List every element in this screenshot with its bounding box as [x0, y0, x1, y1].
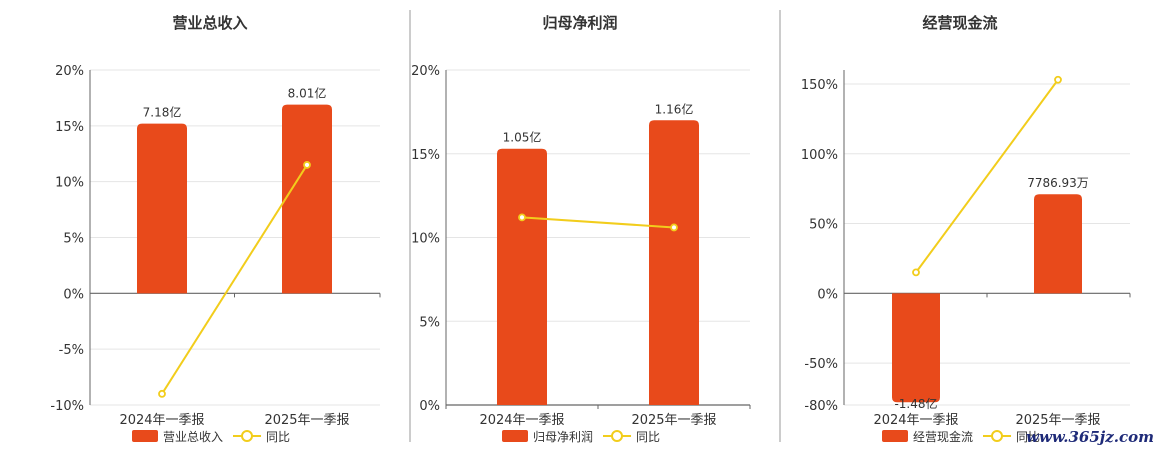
x-category-label: 2025年一季报 — [1015, 413, 1100, 428]
y-tick-label: -80% — [804, 399, 838, 414]
bar-data-label: 7.18亿 — [143, 105, 182, 120]
bar-data-label: 1.05亿 — [503, 130, 542, 145]
line-point — [912, 268, 920, 277]
legend-bar-label: 营业总收入 — [163, 430, 223, 444]
legend-line-marker — [611, 430, 623, 442]
line-同比 — [161, 164, 308, 395]
legend-line-label: 同比 — [636, 430, 660, 444]
y-tick-label: 0% — [63, 287, 84, 302]
y-tick-label: 5% — [419, 315, 440, 330]
legend-bar-label: 归母净利润 — [533, 430, 593, 444]
y-tick-label: 50% — [809, 218, 838, 233]
bar-data-label: -1.48亿 — [894, 396, 937, 411]
chart-title: 归母净利润 — [542, 14, 617, 32]
chart-title: 经营现金流 — [922, 14, 997, 32]
bar-归母净利润 — [497, 148, 547, 405]
y-tick-label: 0% — [419, 399, 440, 414]
legend-line-label: 同比 — [266, 430, 290, 444]
line-point — [158, 389, 166, 398]
bar-经营现金流 — [1034, 194, 1082, 294]
line-point — [1054, 75, 1062, 84]
line-同比 — [915, 79, 1059, 273]
bar-营业总收入 — [137, 123, 187, 294]
legend-bar-swatch — [132, 430, 158, 442]
x-category-label: 2024年一季报 — [119, 413, 204, 428]
bar-data-label: 1.16亿 — [655, 101, 694, 116]
legend-bar-swatch — [882, 430, 908, 442]
chart-panel-2: 归母净利润 20% 15% 10% 5% 0% 1.05亿 1.16亿 2024年一季报 2025… — [409, 10, 751, 444]
y-tick-label: -10% — [50, 399, 84, 414]
line-同比 — [521, 216, 675, 229]
y-tick-label: -5% — [59, 343, 84, 358]
bar-归母净利润 — [649, 120, 699, 405]
legend-bar-swatch — [502, 430, 528, 442]
line-point — [518, 213, 526, 222]
bar-经营现金流 — [892, 293, 940, 403]
y-tick-label: 100% — [801, 148, 838, 163]
chart-panel-3: 经营现金流 150% 100% 50% 0% -50% -80% -1.48亿 7786.93万… — [779, 10, 1131, 444]
x-category-label: 2025年一季报 — [264, 413, 349, 428]
y-tick-label: 150% — [801, 78, 838, 93]
y-tick-label: 10% — [411, 232, 440, 247]
watermark: www.365jz.com — [1026, 428, 1154, 446]
bar-data-label: 8.01亿 — [288, 86, 327, 101]
bar-data-label: 7786.93万 — [1027, 176, 1089, 190]
y-tick-label: 5% — [63, 232, 84, 247]
y-tick-label: 0% — [817, 287, 838, 302]
y-tick-label: 15% — [55, 120, 84, 135]
y-tick-label: 20% — [411, 64, 440, 79]
y-tick-label: 20% — [55, 64, 84, 79]
line-point — [670, 223, 678, 232]
y-tick-label: 10% — [55, 176, 84, 191]
legend-line-marker — [241, 430, 253, 442]
chart-panel-1: 营业总收入 20% 15% 10% 5% 0% -5% -10% 7.18亿 8.01亿 2024年… — [50, 14, 381, 444]
y-tick-label: 15% — [411, 148, 440, 163]
legend-line-label: 同比 — [1016, 430, 1040, 444]
chart-title: 营业总收入 — [172, 14, 247, 32]
x-category-label: 2024年一季报 — [479, 413, 564, 428]
bar-营业总收入 — [282, 104, 332, 294]
line-point — [303, 161, 311, 169]
legend-line-marker — [991, 430, 1003, 442]
x-category-label: 2025年一季报 — [631, 413, 716, 428]
x-category-label: 2024年一季报 — [873, 413, 958, 428]
legend-bar-label: 经营现金流 — [913, 429, 973, 444]
y-tick-label: -50% — [804, 357, 838, 372]
